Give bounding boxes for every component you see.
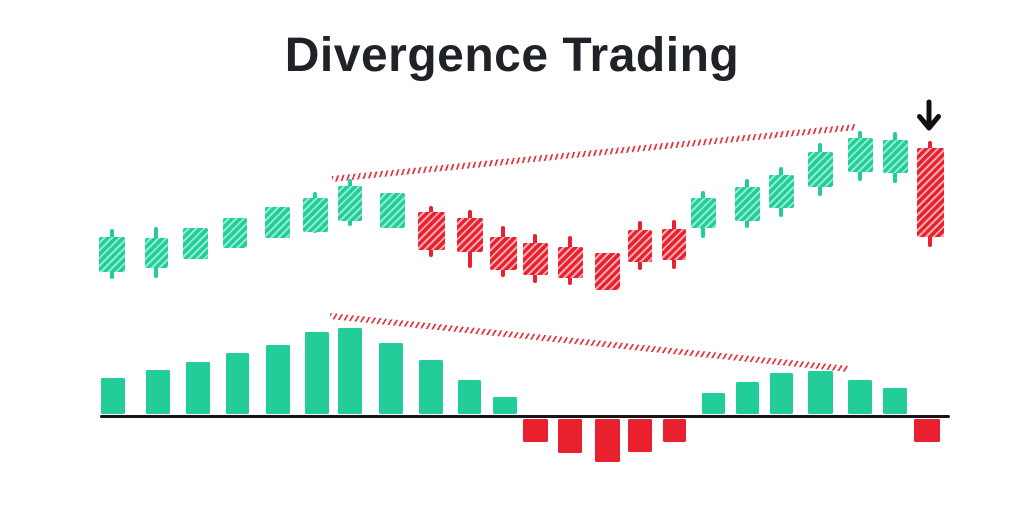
histogram-bar xyxy=(628,419,652,452)
candle-body xyxy=(302,198,328,232)
candle-body xyxy=(379,193,405,228)
histogram-bar xyxy=(522,419,548,442)
candle-body xyxy=(223,218,247,248)
candle-body xyxy=(594,253,620,290)
histogram-bar xyxy=(225,353,249,414)
candle-body xyxy=(182,228,208,259)
histogram-bar xyxy=(735,382,759,414)
candle-body xyxy=(489,237,517,270)
histogram-bar xyxy=(807,371,833,414)
histogram-bar xyxy=(457,380,481,414)
candle-body xyxy=(417,212,445,250)
candle-body xyxy=(690,198,716,228)
histogram-bar xyxy=(558,419,582,453)
candle-body xyxy=(768,175,794,208)
page-title: Divergence Trading xyxy=(284,29,740,82)
histogram-bar xyxy=(662,419,686,442)
candle-body xyxy=(144,238,168,268)
candle-body xyxy=(264,207,290,238)
candle-body xyxy=(734,187,760,221)
candle-body xyxy=(916,148,944,237)
histogram-bar xyxy=(305,332,329,414)
histogram-bar xyxy=(594,419,620,462)
histogram-bar xyxy=(146,370,170,414)
down-arrow-icon xyxy=(917,99,941,131)
candle-body xyxy=(628,230,652,262)
histogram-bar xyxy=(186,362,210,414)
candle-body xyxy=(522,243,548,275)
histogram-bar xyxy=(379,343,403,414)
histogram-bar xyxy=(914,419,940,442)
candle-body xyxy=(457,218,483,252)
candle-body xyxy=(847,138,873,172)
histogram-bar xyxy=(266,345,290,414)
candle-body xyxy=(338,186,362,221)
candle-body xyxy=(99,237,125,272)
zero-line xyxy=(100,415,950,418)
candle-body xyxy=(882,140,908,173)
histogram-bar xyxy=(493,397,517,414)
candle-body xyxy=(662,229,686,260)
histogram-bar xyxy=(883,388,907,414)
candle-body xyxy=(557,247,583,278)
histogram-bar xyxy=(769,373,793,414)
histogram-bar xyxy=(848,380,872,414)
histogram-bar xyxy=(419,360,443,414)
histogram-bar xyxy=(101,378,125,414)
candle-body xyxy=(807,152,833,187)
histogram-bar xyxy=(338,328,362,414)
histogram-bar xyxy=(701,393,725,414)
